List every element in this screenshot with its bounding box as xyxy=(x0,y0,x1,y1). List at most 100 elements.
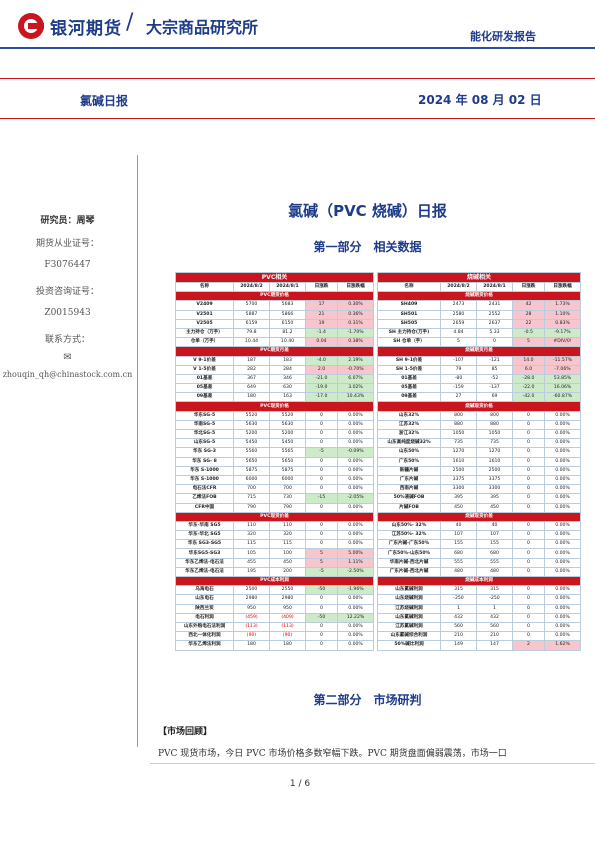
row-value: -50 xyxy=(305,585,338,596)
pvc-data-table: PVC相关 名称 2024/8/2 2024/8/1 日涨跌 日涨跌幅 PVC期货价格 V24… xyxy=(174,272,375,651)
contact-email[interactable]: zhouqin_qh@chinastock.com.cn xyxy=(2,370,133,379)
row-value: 2473 xyxy=(440,300,477,311)
row-value: 0 xyxy=(305,621,338,633)
row-label: 09基差 xyxy=(377,392,441,403)
row-value: 195 xyxy=(233,566,270,578)
row-value: 0.00% xyxy=(336,621,375,633)
row-value: 5520 xyxy=(269,410,306,421)
row-label: 江苏烧碱利润 xyxy=(377,603,441,614)
table-row: 浙江32% 1050 1050 0 0.00% xyxy=(377,428,582,440)
table-row: 山东氯碱利润 432 432 0 0.00% xyxy=(377,612,582,623)
row-value: 0.00% xyxy=(336,484,375,495)
row-label: 片碱FOB xyxy=(377,502,441,513)
row-value: 0.31% xyxy=(336,318,375,329)
row-label: SH 主力持仓(万手) xyxy=(377,327,441,339)
row-value: 53.85% xyxy=(543,373,582,385)
row-value: 5875 xyxy=(233,465,270,476)
row-value: 0.30% xyxy=(336,300,375,311)
row-value: 0.00% xyxy=(336,474,375,486)
row-value: 5200 xyxy=(233,428,270,440)
row-value: 0 xyxy=(512,438,545,449)
row-value: -121 xyxy=(476,355,513,366)
row-value: 12.22% xyxy=(336,612,375,623)
table-row: 05基差 649 630 -19.0 3.02% xyxy=(175,383,375,394)
section-header-row: PVC期货价格 xyxy=(174,291,375,302)
row-value: 282 xyxy=(233,364,270,375)
row-label: 广东片碱-广东50% xyxy=(377,539,441,550)
row-value: 1610 xyxy=(440,456,477,467)
row-value: 2980 xyxy=(269,594,306,605)
row-value: 0.00% xyxy=(336,456,375,467)
row-value: 81.2 xyxy=(269,327,306,339)
row-label: 山东外购电石法利润 xyxy=(175,621,234,633)
row-label: 华东 SG3-SG5 xyxy=(175,539,234,550)
row-value: 0.00% xyxy=(336,530,375,541)
analyst-name: 研究员：周琴 xyxy=(40,216,95,226)
row-value: -159 xyxy=(440,383,477,394)
section-header-row: 烧碱现货价差 xyxy=(376,511,582,522)
row-value: 0 xyxy=(512,631,545,642)
row-value: 22 xyxy=(512,318,545,329)
row-value: 5700 xyxy=(233,300,270,311)
row-label: 陕西兰炭 xyxy=(175,603,234,614)
row-label: 山东SG-5 xyxy=(175,438,234,449)
row-value: 0.00% xyxy=(336,428,375,440)
row-value: 0 xyxy=(305,594,338,605)
row-value: -0.5 xyxy=(512,327,545,339)
section-header-row: PVC期货月差 xyxy=(174,346,375,357)
row-value: 450 xyxy=(440,502,477,513)
row-value: 0 xyxy=(512,594,545,605)
row-label: 江苏氯碱利润 xyxy=(377,621,441,633)
table-row: 江苏32% 880 880 0 0.00% xyxy=(377,419,582,431)
footer-rule xyxy=(150,763,595,764)
row-value: 0 xyxy=(512,557,545,568)
row-value: 630 xyxy=(269,383,306,394)
table-row: 广东50%-山东50% 680 680 0 0.00% xyxy=(377,548,582,559)
row-value: 155 xyxy=(476,539,513,550)
section-title: PVC成本利润 xyxy=(174,575,375,587)
row-value: 14.0 xyxy=(512,355,545,366)
row-value: 0.00% xyxy=(543,474,582,486)
row-value: 200 xyxy=(269,566,306,578)
row-value: 0.00% xyxy=(543,493,582,504)
row-value: 149 xyxy=(440,640,477,651)
header-separator: / xyxy=(126,10,134,35)
row-value: 480 xyxy=(476,566,513,578)
table-row: 山东32% 800 800 0 0.00% xyxy=(377,410,582,421)
section-title: 烧碱现货价差 xyxy=(376,511,582,522)
row-value: 0.00% xyxy=(336,520,375,532)
row-label: 01基差 xyxy=(377,373,441,385)
row-value: 0 xyxy=(305,631,338,642)
table-row: 山东50%- 32% 40 40 0 0.00% xyxy=(377,520,582,532)
row-value: 27 xyxy=(440,392,477,403)
row-value: 147 xyxy=(476,640,513,651)
table-row: 西北一体化利润 (90) (90) 0 0.00% xyxy=(175,631,375,642)
row-value: -0.09% xyxy=(336,447,375,458)
row-value: 800 xyxy=(440,410,477,421)
row-value: 42 xyxy=(512,300,545,311)
column-header: 2024/8/2 xyxy=(233,281,270,293)
row-value: -28.0 xyxy=(512,373,545,385)
doc-date: 2024 年 08 月 02 日 xyxy=(418,93,542,107)
row-value: 0 xyxy=(512,612,545,623)
section-title: 烧碱期货月差 xyxy=(376,346,582,357)
row-label: SH 1-5价差 xyxy=(377,364,441,375)
row-value: 0.00% xyxy=(543,484,582,495)
row-label: 西南片碱 xyxy=(377,484,441,495)
row-value: 555 xyxy=(440,557,477,568)
row-value: 0 xyxy=(512,603,545,614)
row-value: 115 xyxy=(233,539,270,550)
row-value: -4.0 xyxy=(305,355,338,366)
table-row: SH505 2659 2637 22 0.83% xyxy=(377,318,582,329)
table-row: SH 1-5价差 79 85 6.0 -7.06% xyxy=(377,364,582,375)
table-row: 华东-华北 SG5 320 320 0 0.00% xyxy=(175,530,375,541)
row-value: 180 xyxy=(269,640,306,651)
row-value: -22.0 xyxy=(512,383,545,394)
row-label: SH 仓单（手） xyxy=(377,337,441,348)
table-row: 50%液碱FOB 395 395 0 0.00% xyxy=(377,493,582,504)
section-title: PVC期货月差 xyxy=(174,346,375,357)
row-value: 1.10% xyxy=(543,309,582,320)
row-value: 0 xyxy=(305,520,338,532)
row-value: -1.70% xyxy=(336,327,375,339)
